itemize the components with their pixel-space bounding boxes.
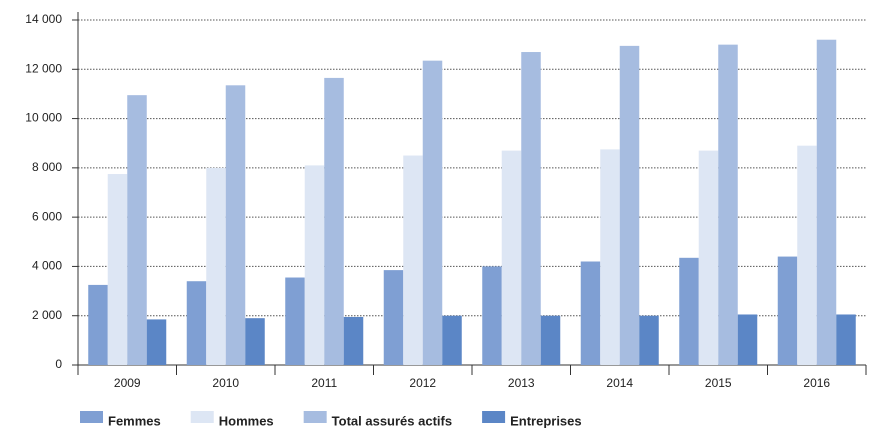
x-tick-label: 2009 (114, 376, 141, 390)
bar (304, 165, 325, 365)
x-tick-label: 2010 (212, 376, 239, 390)
bar (186, 281, 207, 365)
bar (482, 266, 502, 365)
bar (797, 145, 817, 365)
bar (88, 284, 108, 365)
y-tick-label: 14 000 (25, 12, 62, 26)
bar (777, 256, 798, 365)
bar (383, 270, 404, 365)
x-tick-label: 2012 (409, 376, 436, 390)
bar (521, 52, 541, 366)
y-tick-label: 0 (55, 357, 62, 371)
bar (639, 315, 659, 365)
bar (836, 314, 856, 365)
bar (127, 95, 147, 366)
legend-swatch (482, 411, 506, 423)
bar (343, 316, 364, 365)
bar (206, 167, 226, 365)
bar (540, 315, 561, 365)
legend-swatch (190, 411, 214, 423)
bar (422, 60, 443, 366)
bar (501, 150, 522, 365)
legend-label: Entreprises (510, 413, 582, 428)
legend-swatch (80, 411, 103, 423)
bar (285, 277, 305, 365)
bar (679, 257, 699, 365)
bar (403, 155, 423, 365)
bar (816, 39, 837, 365)
y-tick-label: 2 000 (32, 308, 62, 322)
bar (737, 314, 758, 365)
bar (698, 150, 719, 365)
bar (146, 319, 167, 365)
x-tick-label: 2016 (803, 376, 830, 390)
y-tick-label: 4 000 (32, 259, 62, 273)
legend-label: Hommes (219, 413, 274, 428)
bar (580, 261, 601, 365)
bar (107, 174, 128, 365)
bar (442, 315, 462, 365)
bar (225, 85, 246, 365)
bar (718, 44, 738, 366)
x-tick-label: 2015 (705, 376, 732, 390)
x-tick-label: 2011 (311, 376, 337, 390)
bar (245, 318, 265, 365)
y-tick-label: 10 000 (25, 111, 62, 125)
legend-label: Total assurés actifs (332, 413, 452, 428)
y-tick-label: 8 000 (32, 160, 62, 174)
bar (619, 45, 640, 365)
legend-swatch (303, 411, 327, 423)
bar (600, 149, 620, 365)
x-tick-label: 2013 (508, 376, 535, 390)
y-tick-label: 12 000 (25, 61, 62, 75)
y-tick-label: 6 000 (32, 209, 62, 223)
legend-label: Femmes (108, 413, 161, 428)
bar (324, 77, 344, 366)
x-tick-label: 2014 (606, 376, 633, 390)
